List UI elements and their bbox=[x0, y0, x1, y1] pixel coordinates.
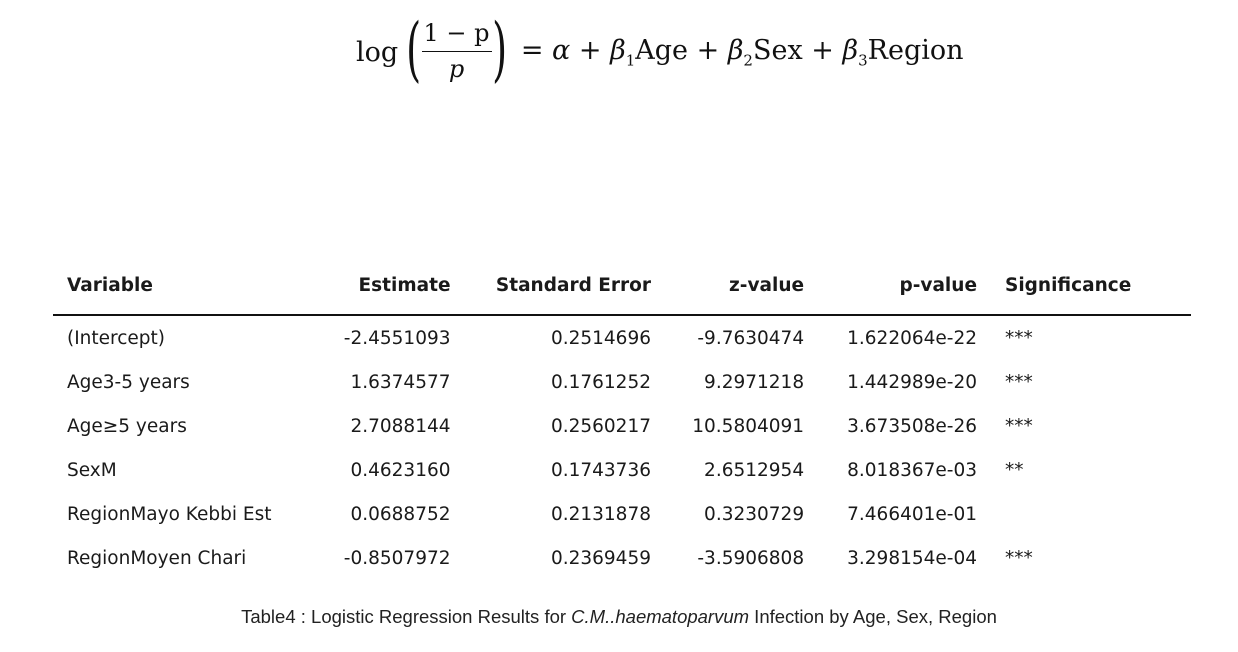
equation-rhs: = α + β1Age + β2Sex + β3Region bbox=[521, 35, 964, 69]
header-variable: Variable bbox=[53, 256, 317, 316]
cell-estimate: 0.4623160 bbox=[350, 459, 451, 481]
beta-subscript: 2 bbox=[743, 51, 753, 70]
header-z-value: z-value bbox=[664, 256, 819, 316]
header-significance: Significance bbox=[991, 256, 1191, 316]
cell-significance: *** bbox=[1005, 547, 1033, 569]
cell-p-value: 3.298154e-04 bbox=[847, 547, 977, 569]
cell-standard-error: 0.1743736 bbox=[550, 459, 651, 481]
cell-significance: ** bbox=[1005, 459, 1024, 481]
table-header-row: Variable Estimate Standard Error z-value… bbox=[53, 256, 1191, 316]
beta-symbol: β bbox=[610, 34, 626, 66]
beta-subscript: 3 bbox=[858, 51, 868, 70]
regression-results-table: Variable Estimate Standard Error z-value… bbox=[53, 256, 1191, 580]
table-row: RegionMayo Kebbi Est 0.0688752 0.2131878… bbox=[53, 492, 1191, 536]
table-row: (Intercept) -2.4551093 0.2514696 -9.7630… bbox=[53, 315, 1191, 360]
header-standard-error: Standard Error bbox=[464, 256, 665, 316]
fraction-numerator: 1 − p bbox=[423, 19, 490, 48]
cell-variable: RegionMayo Kebbi Est bbox=[67, 503, 272, 525]
cell-variable: Age≥5 years bbox=[67, 415, 187, 437]
cell-standard-error: 0.2514696 bbox=[550, 327, 651, 349]
cell-p-value: 1.622064e-22 bbox=[847, 327, 977, 349]
caption-prefix: Table4 : Logistic Regression Results for bbox=[241, 606, 572, 627]
right-parenthesis: ) bbox=[491, 8, 507, 90]
term-region: Region bbox=[867, 34, 964, 66]
beta-subscript: 1 bbox=[625, 51, 636, 70]
fraction-bar bbox=[421, 51, 492, 52]
cell-p-value: 8.018367e-03 bbox=[847, 459, 977, 481]
cell-significance: *** bbox=[1005, 371, 1033, 393]
cell-z-value: -3.5906808 bbox=[697, 547, 805, 569]
cell-variable: Age3-5 years bbox=[67, 371, 190, 393]
cell-p-value: 1.442989e-20 bbox=[847, 371, 977, 393]
plus-sign: + bbox=[696, 34, 720, 66]
beta-symbol: β bbox=[842, 34, 859, 66]
fraction-denominator: p bbox=[448, 55, 465, 83]
term-sex: Sex bbox=[752, 34, 803, 66]
caption-suffix: Infection by Age, Sex, Region bbox=[749, 606, 997, 627]
cell-standard-error: 0.2369459 bbox=[550, 547, 651, 569]
table-row: RegionMoyen Chari -0.8507972 0.2369459 -… bbox=[53, 536, 1191, 580]
cell-estimate: -2.4551093 bbox=[343, 327, 451, 349]
header-p-value: p-value bbox=[818, 256, 991, 316]
cell-z-value: 10.5804091 bbox=[692, 415, 805, 437]
alpha-symbol: α bbox=[552, 34, 571, 66]
cell-variable: SexM bbox=[67, 459, 117, 481]
plus-sign: + bbox=[578, 34, 602, 66]
table-row: SexM 0.4623160 0.1743736 2.6512954 8.018… bbox=[53, 448, 1191, 492]
caption-species: C.M..haematoparvum bbox=[571, 606, 750, 627]
cell-estimate: -0.8507972 bbox=[343, 547, 451, 569]
cell-significance bbox=[991, 492, 1191, 536]
term-age: Age bbox=[635, 34, 688, 66]
equals-sign: = bbox=[520, 34, 544, 66]
cell-variable: RegionMoyen Chari bbox=[67, 547, 247, 569]
beta-symbol: β bbox=[727, 34, 744, 66]
cell-standard-error: 0.2131878 bbox=[550, 503, 651, 525]
odds-fraction: 1 − p p bbox=[420, 20, 494, 83]
cell-estimate: 2.7088144 bbox=[350, 415, 451, 437]
cell-standard-error: 0.2560217 bbox=[550, 415, 651, 437]
cell-p-value: 7.466401e-01 bbox=[847, 503, 977, 525]
table-caption: Table4 : Logistic Regression Results for… bbox=[0, 606, 1238, 628]
cell-p-value: 3.673508e-26 bbox=[847, 415, 977, 437]
cell-z-value: 0.3230729 bbox=[704, 503, 805, 525]
cell-z-value: 9.2971218 bbox=[704, 371, 805, 393]
cell-estimate: 0.0688752 bbox=[350, 503, 451, 525]
table-row: Age≥5 years 2.7088144 0.2560217 10.58040… bbox=[53, 404, 1191, 448]
cell-significance: *** bbox=[1005, 327, 1033, 349]
cell-z-value: 2.6512954 bbox=[704, 459, 805, 481]
log-function: log bbox=[356, 36, 399, 68]
cell-z-value: -9.7630474 bbox=[697, 327, 805, 349]
left-parenthesis: ( bbox=[406, 8, 422, 90]
plus-sign: + bbox=[811, 34, 834, 66]
regression-equation: log ( 1 − p p ) = α + β1Age + β2Sex + β3… bbox=[356, 14, 964, 90]
cell-estimate: 1.6374577 bbox=[350, 371, 451, 393]
header-estimate: Estimate bbox=[317, 256, 465, 316]
cell-significance: *** bbox=[1005, 415, 1033, 437]
cell-variable: (Intercept) bbox=[67, 327, 166, 349]
cell-standard-error: 0.1761252 bbox=[550, 371, 651, 393]
table-row: Age3-5 years 1.6374577 0.1761252 9.29712… bbox=[53, 360, 1191, 404]
